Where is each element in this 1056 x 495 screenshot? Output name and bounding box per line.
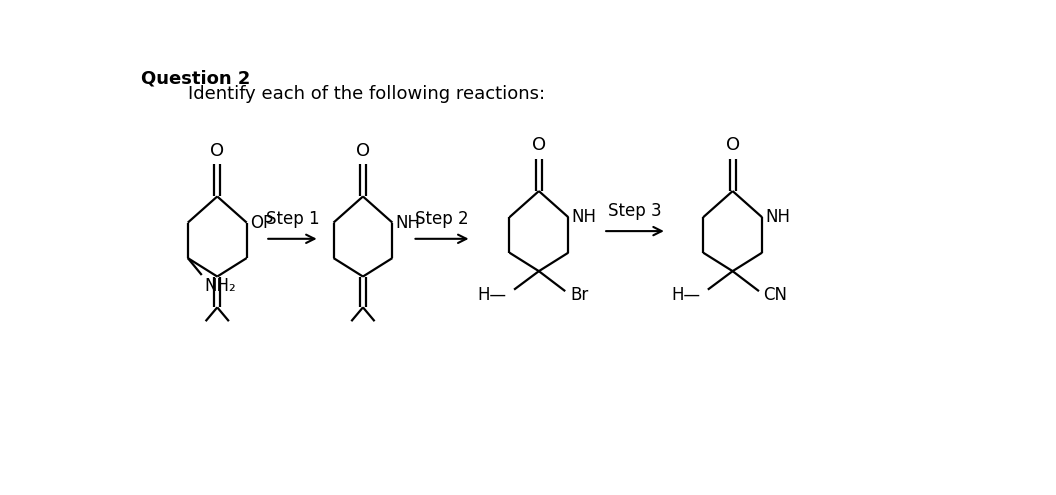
Text: NH₂: NH₂ — [204, 277, 235, 295]
Text: NH: NH — [571, 208, 597, 226]
Text: O: O — [356, 142, 370, 159]
Text: NH: NH — [766, 208, 790, 226]
Text: Step 3: Step 3 — [608, 202, 662, 220]
Text: Step 2: Step 2 — [415, 210, 469, 228]
Text: NH: NH — [396, 214, 420, 232]
Text: O: O — [210, 142, 224, 159]
Text: H—: H— — [671, 286, 700, 304]
Text: Identify each of the following reactions:: Identify each of the following reactions… — [188, 85, 545, 103]
Text: H—: H— — [477, 286, 506, 304]
Text: O: O — [725, 136, 739, 154]
Text: Br: Br — [570, 286, 588, 304]
Text: OP: OP — [250, 214, 272, 232]
Text: CN: CN — [763, 286, 788, 304]
Text: O: O — [532, 136, 546, 154]
Text: Step 1: Step 1 — [266, 210, 319, 228]
Text: Question 2: Question 2 — [142, 69, 250, 88]
